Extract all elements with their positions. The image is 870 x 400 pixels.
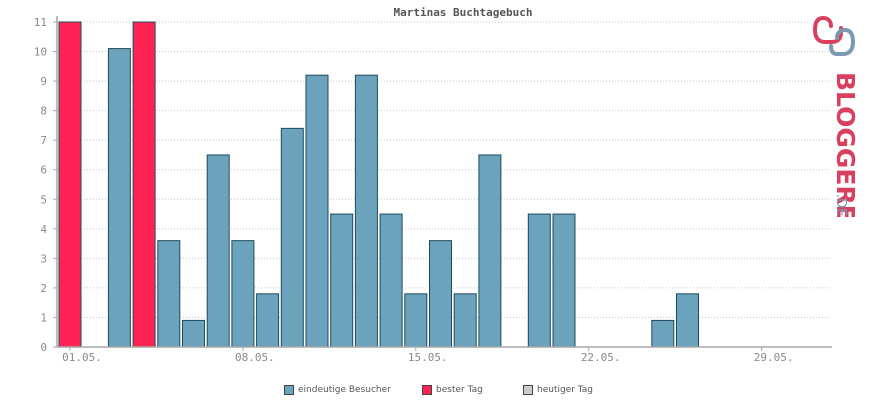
bar-eindeutige-besucher bbox=[182, 319, 205, 348]
bar-eindeutige-besucher bbox=[453, 293, 477, 348]
bar-eindeutige-besucher bbox=[305, 74, 329, 348]
bar-bester-tag bbox=[132, 21, 156, 348]
bar-eindeutige-besucher bbox=[107, 48, 131, 348]
logo-wordmark: BLOGGEREI bbox=[831, 72, 860, 217]
bars bbox=[58, 21, 699, 348]
y-tick-label: 10 bbox=[34, 46, 47, 59]
y-tick-label: 7 bbox=[40, 134, 47, 147]
legend-item-best-day: bester Tag bbox=[422, 385, 483, 395]
bar-eindeutige-besucher bbox=[280, 127, 304, 348]
legend-label-today: heutiger Tag bbox=[537, 385, 594, 395]
bar-eindeutige-besucher bbox=[330, 213, 354, 348]
legend-label-visitors: eindeutige Besucher bbox=[298, 385, 391, 395]
y-tick-label: 9 bbox=[40, 75, 47, 88]
bar-eindeutige-besucher bbox=[379, 213, 403, 348]
x-tick-label: 22.05. bbox=[581, 351, 621, 364]
bar-eindeutige-besucher bbox=[676, 293, 699, 348]
bar-bester-tag bbox=[58, 21, 82, 348]
y-tick-label: 0 bbox=[40, 341, 47, 354]
y-tick-label: 8 bbox=[40, 105, 47, 118]
bar-eindeutige-besucher bbox=[404, 293, 428, 348]
bar-eindeutige-besucher bbox=[256, 293, 280, 348]
bar-eindeutige-besucher bbox=[651, 319, 675, 348]
y-tick-label: 5 bbox=[40, 193, 47, 206]
x-tick-label: 08.05. bbox=[235, 351, 275, 364]
axes bbox=[56, 16, 832, 348]
bar-eindeutige-besucher bbox=[527, 213, 551, 348]
x-tick-label: 01.05. bbox=[62, 351, 102, 364]
legend-swatch-today bbox=[523, 385, 533, 395]
bar-eindeutige-besucher bbox=[157, 240, 181, 348]
legend-swatch-visitors bbox=[284, 385, 294, 395]
legend-item-today: heutiger Tag bbox=[523, 385, 593, 395]
legend-swatch-best-day bbox=[422, 385, 432, 395]
bloggerei-logo: BLOGGEREI .DE bbox=[812, 15, 860, 217]
y-tick-label: 2 bbox=[40, 282, 47, 295]
x-tick-label: 15.05. bbox=[408, 351, 448, 364]
bar-eindeutige-besucher bbox=[429, 240, 452, 348]
x-tick-labels: 01.05. 08.05. 15.05. 22.05. 29.05. bbox=[62, 347, 793, 364]
logo-suffix-text: .DE bbox=[833, 194, 848, 216]
chart-legend: eindeutige Besucher bester Tag heutiger … bbox=[0, 385, 870, 399]
y-tick-label: 6 bbox=[40, 164, 47, 177]
legend-label-best-day: bester Tag bbox=[436, 385, 483, 395]
y-tick-label: 1 bbox=[40, 311, 47, 324]
logo-suffix: .DE bbox=[833, 194, 848, 216]
y-tick-label: 3 bbox=[40, 252, 47, 265]
chart-title: Martinas Buchtagebuch bbox=[393, 6, 532, 19]
bar-eindeutige-besucher bbox=[231, 240, 255, 348]
y-tick-label: 4 bbox=[40, 223, 47, 236]
legend-item-visitors: eindeutige Besucher bbox=[284, 385, 391, 395]
bar-eindeutige-besucher bbox=[552, 213, 576, 348]
y-tick-label: 11 bbox=[34, 16, 47, 29]
bar-eindeutige-besucher bbox=[206, 154, 230, 348]
logo-wordmark-text: BLOGGEREI bbox=[831, 72, 860, 217]
y-tick-labels: 0 1 2 3 4 5 6 7 8 9 10 11 bbox=[34, 16, 57, 354]
x-tick-label: 29.05. bbox=[754, 351, 794, 364]
logo-icon bbox=[812, 15, 856, 56]
bar-eindeutige-besucher bbox=[478, 154, 502, 348]
bar-eindeutige-besucher bbox=[354, 74, 378, 348]
